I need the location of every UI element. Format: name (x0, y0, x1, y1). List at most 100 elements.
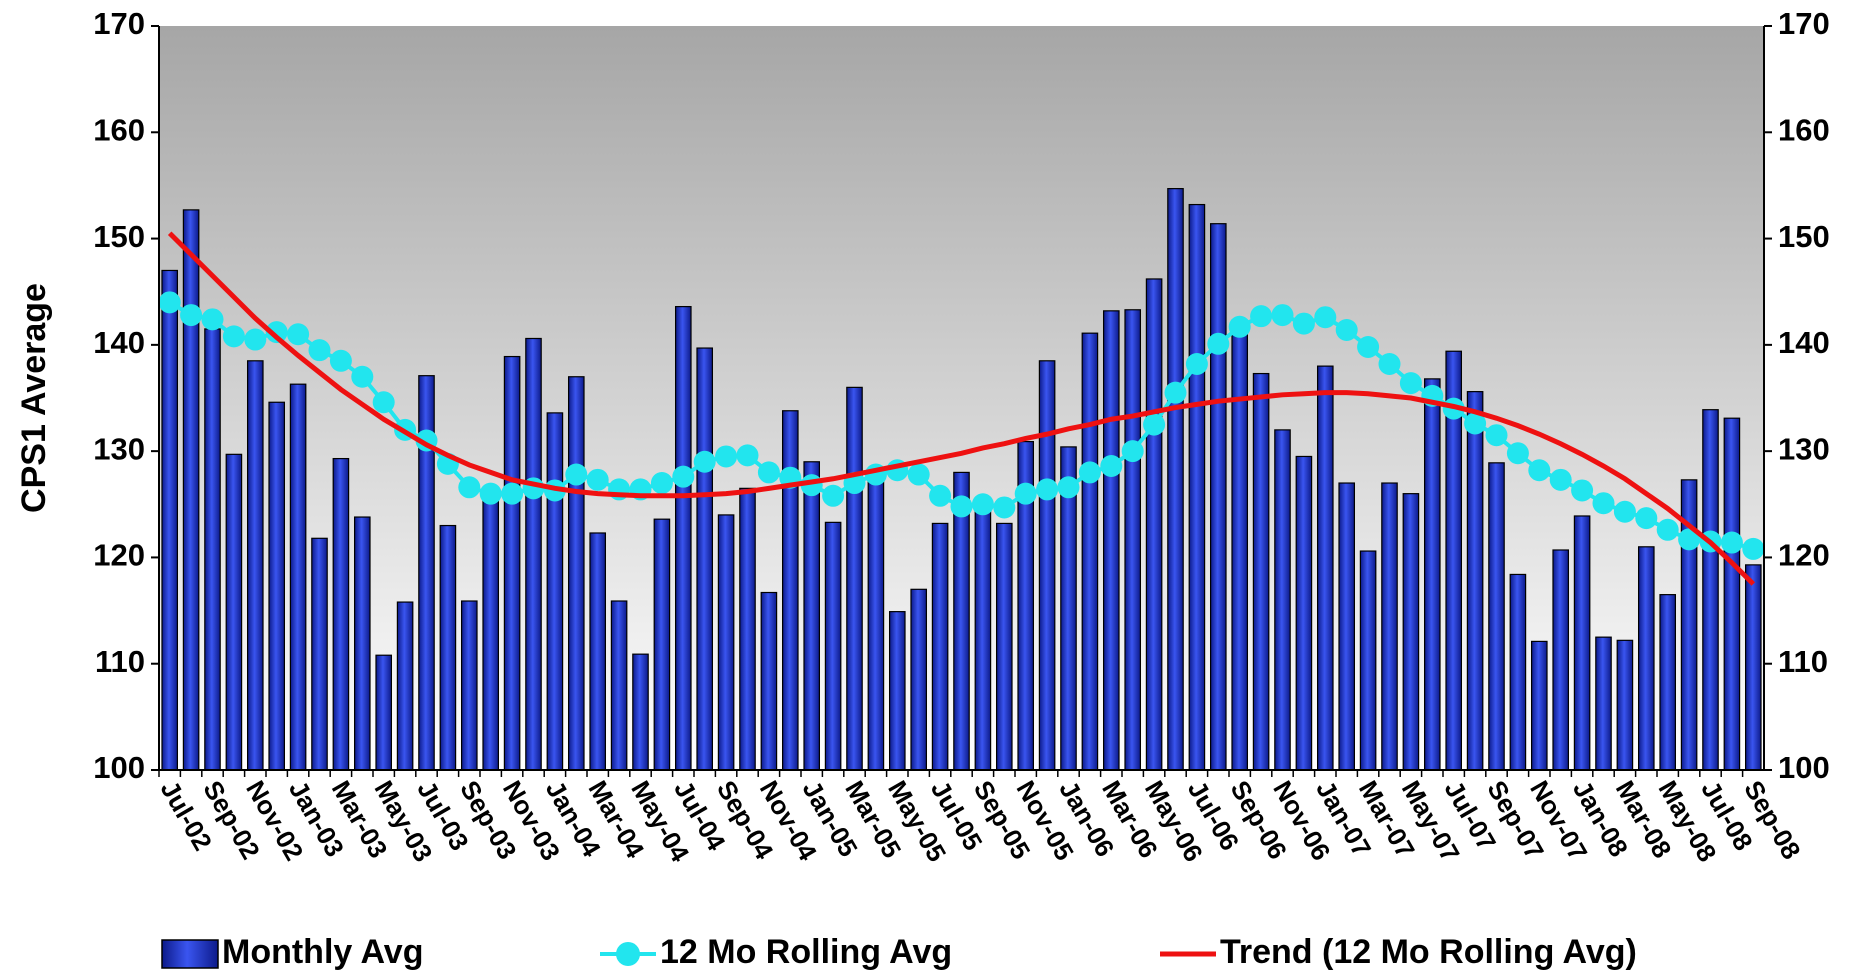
bar (246, 360, 264, 771)
y2-tick-label: 170 (1778, 6, 1830, 41)
rolling-marker (1143, 413, 1166, 436)
rolling-marker (1078, 461, 1101, 484)
bar (1359, 550, 1377, 771)
bar (353, 516, 371, 771)
rolling-marker (736, 444, 759, 467)
rolling-marker (1656, 518, 1679, 541)
rolling-marker (1742, 537, 1765, 560)
bar (161, 269, 179, 771)
rolling-marker (1528, 459, 1551, 482)
rolling-marker (1228, 315, 1251, 338)
rolling-marker (1464, 412, 1487, 435)
bar (1552, 549, 1570, 771)
bar (439, 524, 457, 771)
rolling-marker (372, 391, 395, 414)
y-axis-label: CPS1 Average (15, 283, 53, 513)
bar (1702, 409, 1719, 771)
legend-marker (616, 942, 640, 966)
rolling-marker (1613, 500, 1636, 523)
x-tick-label: Sep-08 (1738, 775, 1807, 864)
rolling-marker (1592, 492, 1615, 515)
bar (567, 376, 585, 771)
rolling-marker (1399, 372, 1422, 395)
rolling-marker (287, 323, 310, 346)
rolling-marker (1121, 440, 1144, 463)
bar (781, 410, 799, 771)
bar (910, 588, 928, 771)
rolling-marker (907, 463, 930, 486)
rolling-marker (329, 349, 352, 372)
rolling-marker (308, 339, 331, 362)
bar (1637, 546, 1655, 771)
rolling-marker (586, 468, 609, 491)
rolling-marker (1678, 528, 1701, 551)
rolling-marker (1720, 531, 1743, 554)
rolling-marker (479, 482, 502, 505)
y-tick-label: 150 (93, 219, 145, 254)
rolling-marker (1207, 332, 1230, 355)
rolling-marker (1571, 479, 1594, 502)
bar (1295, 455, 1313, 771)
y-tick-label: 110 (95, 644, 145, 679)
bar (482, 493, 500, 771)
y-tick-label: 160 (93, 112, 145, 147)
y2-tick-label: 120 (1778, 538, 1830, 573)
bar (546, 412, 564, 771)
rolling-marker (1271, 304, 1294, 327)
bar (396, 601, 414, 771)
rolling-marker (971, 493, 994, 516)
bar (1145, 278, 1163, 771)
rolling-marker (757, 461, 780, 484)
bar (974, 503, 992, 771)
bar (888, 611, 906, 771)
bar (674, 305, 692, 771)
y-tick-label: 100 (93, 750, 145, 785)
bar (1188, 203, 1206, 771)
rolling-marker (180, 304, 203, 327)
legend-swatch (161, 939, 219, 969)
bar (803, 461, 821, 771)
bar (1252, 372, 1270, 771)
y2-tick-label: 150 (1778, 219, 1830, 254)
rolling-marker (1506, 442, 1529, 465)
rolling-marker (1335, 318, 1358, 341)
bar (311, 537, 328, 771)
bar (1124, 309, 1142, 771)
bar (1231, 319, 1249, 771)
bar (1338, 482, 1356, 771)
bar (1659, 594, 1677, 771)
bar (1595, 636, 1612, 771)
y2-tick-label: 130 (1778, 431, 1830, 466)
bar (1209, 223, 1227, 771)
rolling-marker (351, 365, 374, 388)
y2-tick-label: 140 (1778, 325, 1830, 360)
rolling-marker (244, 328, 267, 351)
bar (1466, 391, 1484, 771)
rolling-marker (693, 450, 716, 473)
y-tick-label: 130 (93, 431, 145, 466)
legend-label: Trend (12 Mo Rolling Avg) (1220, 933, 1637, 971)
bar (1274, 429, 1291, 771)
bar (1381, 482, 1398, 771)
bar (1081, 332, 1099, 771)
rolling-marker (458, 476, 481, 499)
bar (503, 355, 521, 771)
y2-tick-label: 160 (1778, 112, 1830, 147)
rolling-marker (1036, 478, 1059, 501)
legend-label: 12 Mo Rolling Avg (660, 933, 952, 971)
bar (525, 337, 542, 771)
bar (1616, 639, 1634, 771)
rolling-marker (650, 472, 673, 495)
y-tick-label: 120 (93, 538, 145, 573)
rolling-marker (1357, 335, 1380, 358)
bar (1530, 640, 1548, 771)
bar (1744, 564, 1762, 771)
bar (204, 328, 221, 771)
y2-tick-label: 110 (1778, 644, 1828, 679)
bar (1509, 573, 1527, 771)
bar (1102, 310, 1120, 771)
bar (739, 487, 756, 771)
bar (1316, 365, 1334, 771)
rolling-marker (222, 325, 245, 348)
